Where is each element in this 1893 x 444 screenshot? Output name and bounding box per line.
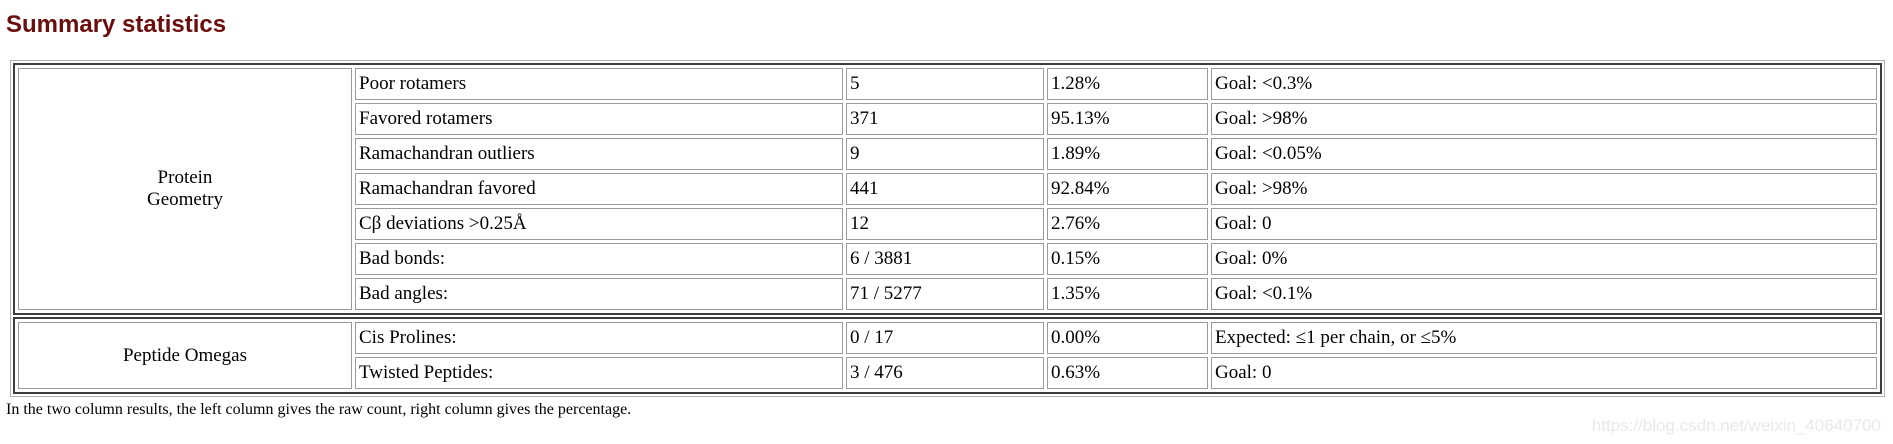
percent-cell: 95.13% [1047,103,1208,135]
percent-cell: 2.76% [1047,208,1208,240]
count-cell: 441 [846,173,1044,205]
table-row: Cβ deviations >0.25Å 12 2.76% Goal: 0 [18,208,1877,240]
goal-cell: Goal: >98% [1211,173,1877,205]
goal-cell: Goal: <0.1% [1211,278,1877,310]
footnote-text: In the two column results, the left colu… [6,401,632,418]
count-cell: 12 [846,208,1044,240]
count-cell: 5 [846,68,1044,100]
table-row: Twisted Peptides: 3 / 476 0.63% Goal: 0 [18,357,1877,389]
section-table-1: Peptide Omegas Cis Prolines: 0 / 17 0.00% Ex… [13,317,1882,394]
goal-cell: Goal: 0% [1211,243,1877,275]
table-row: Peptide Omegas Cis Prolines: 0 / 17 0.00% Ex… [18,322,1877,389]
metric-cell: Bad bonds: [355,243,843,275]
table-row: Bad bonds: 6 / 3881 0.15% Goal: 0% [18,243,1877,275]
table-row: Ramachandran outliers 9 1.89% Goal: <0.05% [18,138,1877,170]
page-title: Summary statistics [6,11,227,38]
goal-cell: Expected: ≤1 per chain, or ≤5% [1211,322,1877,354]
count-cell: 371 [846,103,1044,135]
goal-cell: Goal: <0.3% [1211,68,1877,100]
table-row: Ramachandran favored 441 92.84% Goal: >98% [18,173,1877,205]
section-label: Protein Geometry [18,68,352,310]
percent-cell: 1.35% [1047,278,1208,310]
metric-cell: Poor rotamers [355,68,843,100]
metric-cell: Cβ deviations >0.25Å [355,208,843,240]
count-cell: 9 [846,138,1044,170]
metric-cell: Twisted Peptides: [355,357,843,389]
metric-cell: Bad angles: [355,278,843,310]
goal-cell: Goal: >98% [1211,103,1877,135]
table-row: Bad angles: 71 / 5277 1.35% Goal: <0.1% [18,278,1877,310]
percent-cell: 0.15% [1047,243,1208,275]
goal-cell: Goal: 0 [1211,357,1877,389]
table-row: Favored rotamers 371 95.13% Goal: >98% [18,103,1877,135]
count-cell: 3 / 476 [846,357,1044,389]
percent-cell: 0.63% [1047,357,1208,389]
percent-cell: 0.00% [1047,322,1208,354]
summary-table: Protein Geometry Poor rotamers 5 1.28% Goal: … [10,60,1885,397]
count-cell: 6 / 3881 [846,243,1044,275]
metric-cell: Cis Prolines: [355,322,843,354]
percent-cell: 92.84% [1047,173,1208,205]
goal-cell: Goal: <0.05% [1211,138,1877,170]
section-table-0: Protein Geometry Poor rotamers 5 1.28% Goal: … [13,63,1882,315]
goal-cell: Goal: 0 [1211,208,1877,240]
percent-cell: 1.28% [1047,68,1208,100]
metric-cell: Ramachandran outliers [355,138,843,170]
count-cell: 0 / 17 [846,322,1044,354]
section-label: Peptide Omegas [18,322,352,389]
metric-cell: Favored rotamers [355,103,843,135]
percent-cell: 1.89% [1047,138,1208,170]
metric-cell: Ramachandran favored [355,173,843,205]
count-cell: 71 / 5277 [846,278,1044,310]
table-row: Protein Geometry Poor rotamers 5 1.28% Goal: … [18,68,1877,310]
